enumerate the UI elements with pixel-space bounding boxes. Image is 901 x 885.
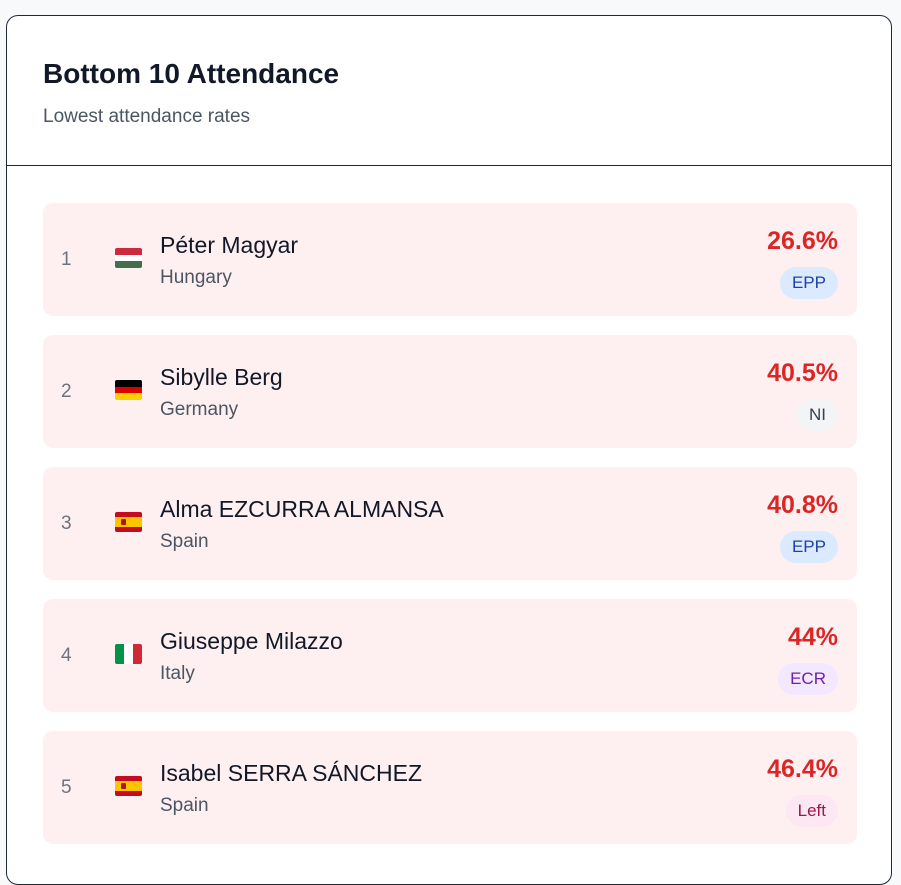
rank-number: 3 [61, 513, 72, 534]
rank-number: 4 [61, 645, 72, 666]
attendance-card: Bottom 10 Attendance Lowest attendance r… [6, 15, 892, 885]
rank-number: 5 [61, 777, 72, 798]
rank-number: 1 [61, 249, 72, 270]
hungary-flag-icon [115, 248, 142, 268]
member-country: Spain [160, 795, 209, 816]
list-item[interactable]: 2 Sibylle Berg Germany 40.5% NI [43, 335, 857, 448]
attendance-rate: 26.6% [767, 227, 838, 255]
attendance-rate: 40.8% [767, 491, 838, 519]
group-badge: EPP [779, 531, 838, 563]
group-badge: EPP [779, 267, 838, 299]
list-item[interactable]: 3 Alma EZCURRA ALMANSA Spain 40.8% EPP [43, 467, 857, 580]
member-name: Isabel SERRA SÁNCHEZ [160, 760, 423, 786]
member-name: Péter Magyar [160, 232, 299, 258]
germany-flag-icon [115, 380, 142, 400]
attendance-rate: 44% [787, 623, 838, 651]
member-country: Germany [160, 399, 239, 420]
card-header: Bottom 10 Attendance Lowest attendance r… [7, 16, 891, 166]
attendance-rate: 40.5% [767, 359, 838, 387]
member-country: Spain [160, 531, 209, 552]
card-subtitle: Lowest attendance rates [43, 106, 251, 127]
list-item[interactable]: 1 Péter Magyar Hungary 26.6% EPP [43, 203, 857, 316]
attendance-rate: 46.4% [767, 755, 838, 783]
rank-number: 2 [61, 381, 72, 402]
card-title: Bottom 10 Attendance [43, 58, 340, 89]
member-country: Italy [160, 663, 195, 684]
list-item[interactable]: 5 Isabel SERRA SÁNCHEZ Spain 46.4% Left [43, 731, 857, 844]
italy-flag-icon [115, 644, 142, 664]
group-badge: ECR [778, 663, 838, 695]
member-name: Giuseppe Milazzo [160, 628, 343, 654]
spain-flag-icon [115, 776, 142, 796]
list-item[interactable]: 4 Giuseppe Milazzo Italy 44% ECR [43, 599, 857, 712]
member-name: Alma EZCURRA ALMANSA [160, 496, 444, 522]
group-badge: NI [797, 399, 838, 431]
group-badge: Left [785, 795, 838, 827]
member-name: Sibylle Berg [160, 364, 283, 390]
member-list: 1 Péter Magyar Hungary 26.6% EPP 2 Sibyl… [43, 203, 857, 863]
member-country: Hungary [160, 267, 232, 288]
spain-flag-icon [115, 512, 142, 532]
